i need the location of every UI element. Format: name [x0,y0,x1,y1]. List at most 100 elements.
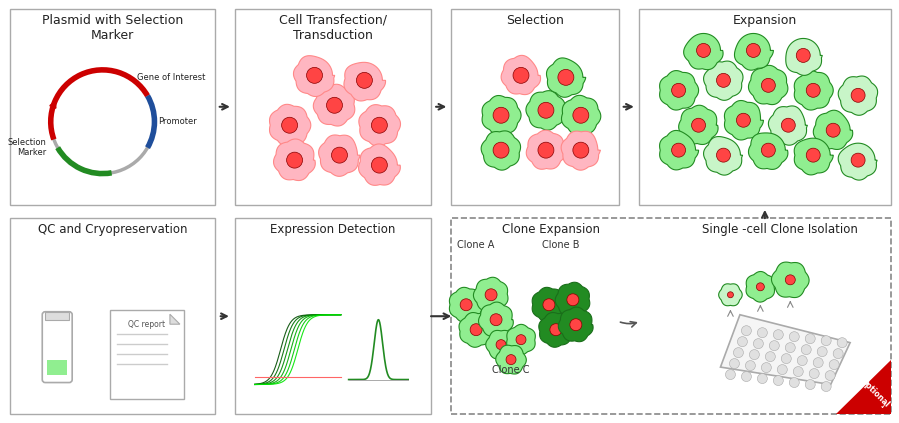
Polygon shape [170,314,180,324]
Circle shape [778,365,788,375]
Polygon shape [749,133,788,169]
Polygon shape [725,101,763,140]
Circle shape [797,48,810,63]
FancyBboxPatch shape [638,8,891,205]
Text: ✓: ✓ [880,401,888,412]
Polygon shape [526,130,565,169]
Circle shape [757,328,768,338]
Text: Expression Detection: Expression Detection [271,223,396,236]
Circle shape [797,356,807,365]
Circle shape [717,148,731,162]
Text: Clone A: Clone A [458,240,494,250]
Polygon shape [794,138,833,175]
Circle shape [851,153,865,167]
Circle shape [789,378,799,387]
Polygon shape [293,56,334,96]
Circle shape [837,338,847,348]
Circle shape [806,148,820,162]
Circle shape [672,83,686,97]
Polygon shape [532,287,566,322]
Polygon shape [660,71,699,110]
Circle shape [516,335,526,345]
Circle shape [672,143,686,157]
Circle shape [727,292,734,298]
Circle shape [326,97,343,113]
Circle shape [281,117,298,133]
Circle shape [287,152,303,168]
Circle shape [756,283,764,291]
Circle shape [485,289,497,301]
FancyBboxPatch shape [451,218,891,415]
Circle shape [513,67,529,83]
Polygon shape [482,96,521,135]
Circle shape [809,368,819,379]
Polygon shape [836,360,891,415]
Polygon shape [814,110,853,149]
Circle shape [773,330,783,340]
Circle shape [817,346,827,357]
FancyBboxPatch shape [42,312,72,382]
Text: Single -cell Clone Isolation: Single -cell Clone Isolation [702,223,859,236]
Polygon shape [344,62,386,101]
Circle shape [761,78,775,92]
Text: Optional: Optional [859,376,891,409]
Text: QC report: QC report [129,320,165,329]
Polygon shape [526,91,565,130]
Text: Clone C: Clone C [493,365,530,375]
Circle shape [770,341,779,351]
Circle shape [371,117,387,133]
Circle shape [806,379,815,390]
Polygon shape [704,61,743,100]
Polygon shape [683,33,723,70]
Polygon shape [769,106,807,145]
FancyBboxPatch shape [235,8,432,205]
Polygon shape [746,272,775,302]
Circle shape [573,142,589,158]
Circle shape [729,359,739,368]
Circle shape [506,354,516,365]
Polygon shape [481,131,521,170]
Text: Selection
Marker: Selection Marker [8,138,47,157]
Circle shape [833,349,843,359]
Circle shape [829,360,839,370]
Polygon shape [749,66,788,104]
Circle shape [773,376,783,385]
Circle shape [734,348,743,357]
Polygon shape [359,104,400,146]
Text: Clone B: Clone B [542,240,580,250]
Polygon shape [794,71,833,110]
Circle shape [801,345,811,354]
Polygon shape [720,315,850,385]
Circle shape [543,299,555,311]
Circle shape [821,382,832,392]
Polygon shape [771,262,809,297]
Circle shape [753,339,763,349]
Circle shape [538,102,554,118]
Circle shape [371,157,387,173]
Polygon shape [507,324,535,355]
Circle shape [558,69,574,85]
Circle shape [307,67,323,83]
Circle shape [356,72,372,88]
Circle shape [814,357,823,368]
Circle shape [496,340,506,350]
Circle shape [781,118,796,132]
Polygon shape [704,137,743,175]
Polygon shape [539,313,574,347]
Circle shape [697,44,710,58]
Circle shape [789,332,799,342]
Circle shape [691,118,706,132]
Polygon shape [485,330,516,359]
Text: Promoter: Promoter [158,117,197,126]
Circle shape [490,314,502,326]
Polygon shape [459,313,494,347]
FancyBboxPatch shape [11,8,215,205]
FancyBboxPatch shape [451,8,619,205]
Polygon shape [501,55,540,95]
Circle shape [725,370,735,379]
Circle shape [717,73,731,87]
Polygon shape [318,135,360,176]
Polygon shape [270,104,311,146]
Circle shape [493,142,509,158]
Polygon shape [450,287,484,322]
